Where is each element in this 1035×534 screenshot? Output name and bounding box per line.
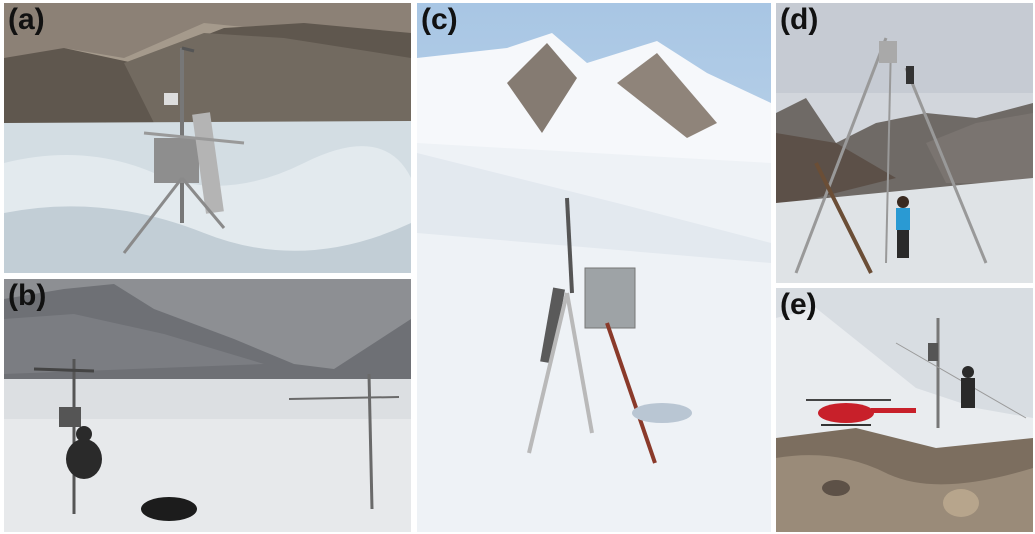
photo-panel-c: (c) (417, 3, 771, 532)
panel-label-d: (d) (780, 3, 819, 36)
photo-panel-e: (e) (776, 288, 1033, 532)
panel-label-a: (a) (8, 3, 45, 36)
panel-label-e: (e) (780, 288, 817, 321)
glacier-ice-station-photo (4, 3, 411, 273)
snow-tripod-station-photo (417, 3, 771, 532)
overcast-snowfield-photo (4, 279, 411, 532)
panel-label-b: (b) (8, 279, 47, 312)
tall-station-valley-photo (776, 3, 1033, 283)
photo-panel-d: (d) (776, 3, 1033, 283)
photo-panel-b: (b) (4, 279, 411, 532)
rocky-ridge-helicopter-photo (776, 288, 1033, 532)
photo-panel-a: (a) (4, 3, 411, 273)
panel-label-c: (c) (421, 3, 458, 36)
